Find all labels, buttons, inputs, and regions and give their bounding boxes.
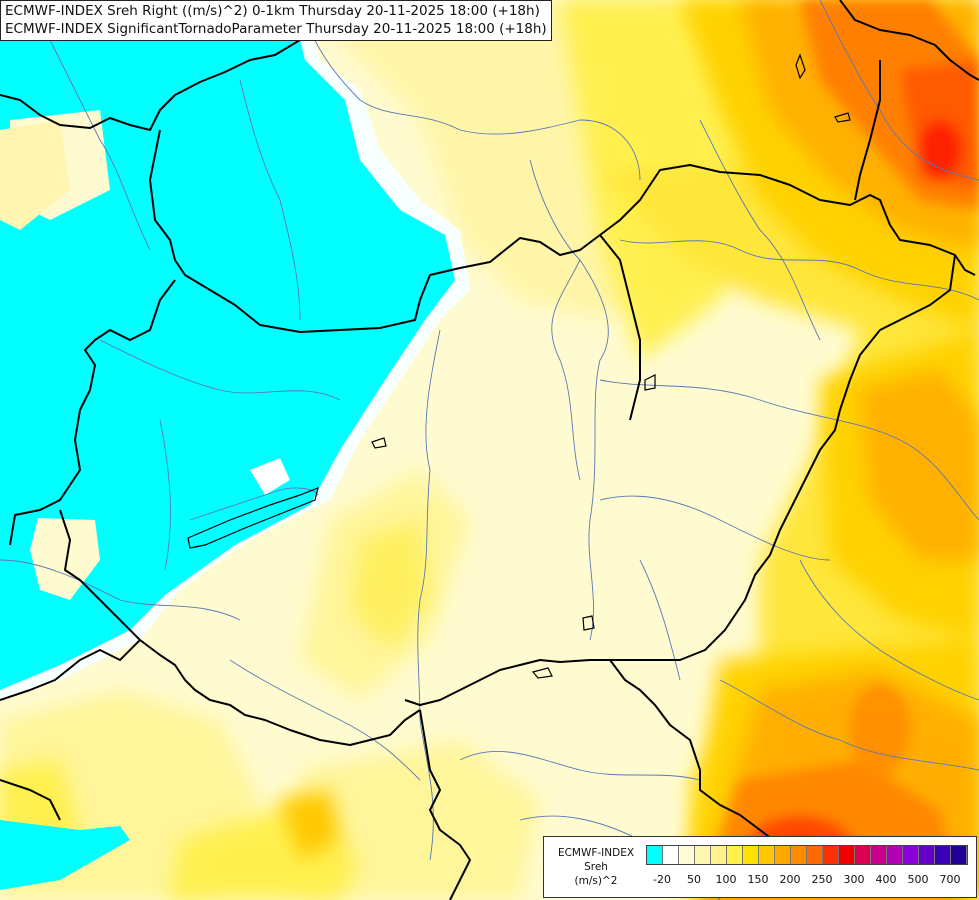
legend-swatch-6 (743, 846, 759, 864)
legend-label-2: 100 (715, 873, 737, 886)
legend-label-6: 300 (843, 873, 865, 886)
legend-label-3: 150 (747, 873, 769, 886)
legend-swatch-12 (839, 846, 855, 864)
legend-label-5: 250 (811, 873, 833, 886)
legend-swatch-15 (887, 846, 903, 864)
map-title-line-2: ECMWF-INDEX SignificantTornadoParameter … (5, 21, 547, 37)
cyan-negative-region (0, 0, 470, 890)
legend-label-1: 50 (687, 873, 701, 886)
legend-label-4: 200 (779, 873, 801, 886)
legend-title-line-2: Sreh (584, 861, 608, 873)
legend-color-scale (646, 845, 968, 865)
lake-outlines (187, 53, 851, 679)
map-title-box: ECMWF-INDEX Sreh Right ((m/s)^2) 0-1km T… (0, 0, 552, 41)
legend-swatch-1 (663, 846, 679, 864)
legend-label-7: 400 (875, 873, 897, 886)
map-title-line-1: ECMWF-INDEX Sreh Right ((m/s)^2) 0-1km T… (5, 3, 540, 19)
legend-title: ECMWF-INDEX Sreh (m/s)^2 (548, 846, 644, 888)
legend-swatch-13 (855, 846, 871, 864)
legend-swatch-4 (711, 846, 727, 864)
legend-swatch-18 (935, 846, 951, 864)
legend-swatch-11 (823, 846, 839, 864)
legend-swatch-5 (727, 846, 743, 864)
legend-title-line-1: ECMWF-INDEX (557, 847, 635, 859)
legend-title-line-3: (m/s)^2 (574, 875, 618, 887)
legend-tick-labels: -20 50 100 150 200 250 300 400 500 700 (646, 873, 976, 887)
legend-swatch-17 (919, 846, 935, 864)
legend-swatch-2 (679, 846, 695, 864)
legend-swatch-7 (759, 846, 775, 864)
legend-swatch-16 (903, 846, 919, 864)
legend-swatch-10 (807, 846, 823, 864)
legend-label-8: 500 (907, 873, 929, 886)
legend-swatch-19 (951, 846, 967, 864)
legend-swatch-9 (791, 846, 807, 864)
legend-swatch-8 (775, 846, 791, 864)
color-legend: ECMWF-INDEX Sreh (m/s)^2 -20 50 100 150 200 2… (543, 836, 977, 898)
legend-label-9: 700 (939, 873, 961, 886)
legend-swatch-3 (695, 846, 711, 864)
legend-label-0: -20 (653, 873, 671, 886)
legend-swatch-0 (647, 846, 663, 864)
legend-swatch-14 (871, 846, 887, 864)
